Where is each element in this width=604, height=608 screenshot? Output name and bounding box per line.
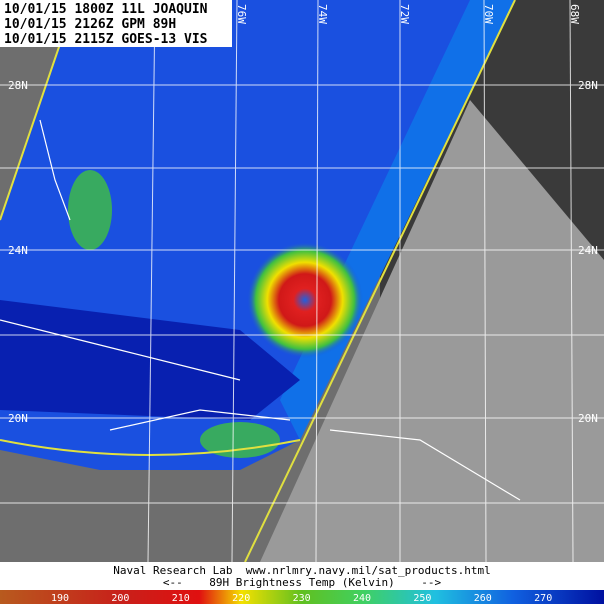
- colorbar-label: 270: [534, 593, 552, 604]
- credit: Naval Research Lab www.nrlmry.navy.mil/s…: [113, 564, 491, 577]
- swath-boundary: [244, 0, 516, 563]
- lon-line: [483, 0, 487, 563]
- colorbar-label: 200: [111, 593, 129, 604]
- rainband: [68, 170, 112, 250]
- lat-label: 24N: [578, 244, 598, 257]
- lon-label: 72W: [398, 4, 411, 24]
- header-line: 10/01/15 2126Z GPM 89H: [4, 17, 176, 32]
- graticule: [0, 0, 604, 563]
- swath-boundary: [0, 439, 301, 456]
- colorbar-label: 230: [293, 593, 311, 604]
- colorbar-label: 210: [172, 593, 190, 604]
- cold-area: [0, 300, 300, 420]
- header-line: 10/01/15 1800Z 11L JOAQUIN: [4, 2, 208, 17]
- lon-label: 68W: [568, 4, 581, 24]
- header-box: [0, 0, 232, 47]
- coastline: [0, 119, 521, 501]
- lon-line: [569, 0, 574, 563]
- lon-line: [315, 0, 319, 563]
- lat-label: 28N: [8, 79, 28, 92]
- hurricane-core: [247, 242, 363, 358]
- cloud-field: [260, 100, 604, 562]
- lat-label: 20N: [8, 412, 28, 425]
- lat-label: 20N: [578, 412, 598, 425]
- lon-label: 70W: [482, 4, 495, 24]
- legend-title: <-- 89H Brightness Temp (Kelvin) -->: [163, 576, 442, 589]
- colorbar-label: 250: [413, 593, 431, 604]
- colorbar-label: 260: [474, 593, 492, 604]
- lon-label: 76W: [235, 4, 248, 24]
- colorbar-label: 190: [51, 593, 69, 604]
- lat-label: 24N: [8, 244, 28, 257]
- lat-label: 28N: [578, 79, 598, 92]
- footer: [0, 562, 604, 590]
- colorbar-label: 240: [353, 593, 371, 604]
- header-line: 10/01/15 2115Z GOES-13 VIS: [4, 32, 208, 47]
- rainband: [200, 422, 280, 458]
- lon-label: 74W: [316, 4, 329, 24]
- lon-line: [147, 0, 156, 563]
- colorbar: [0, 590, 604, 604]
- lon-line: [231, 0, 238, 563]
- colorbar-label: 220: [232, 593, 250, 604]
